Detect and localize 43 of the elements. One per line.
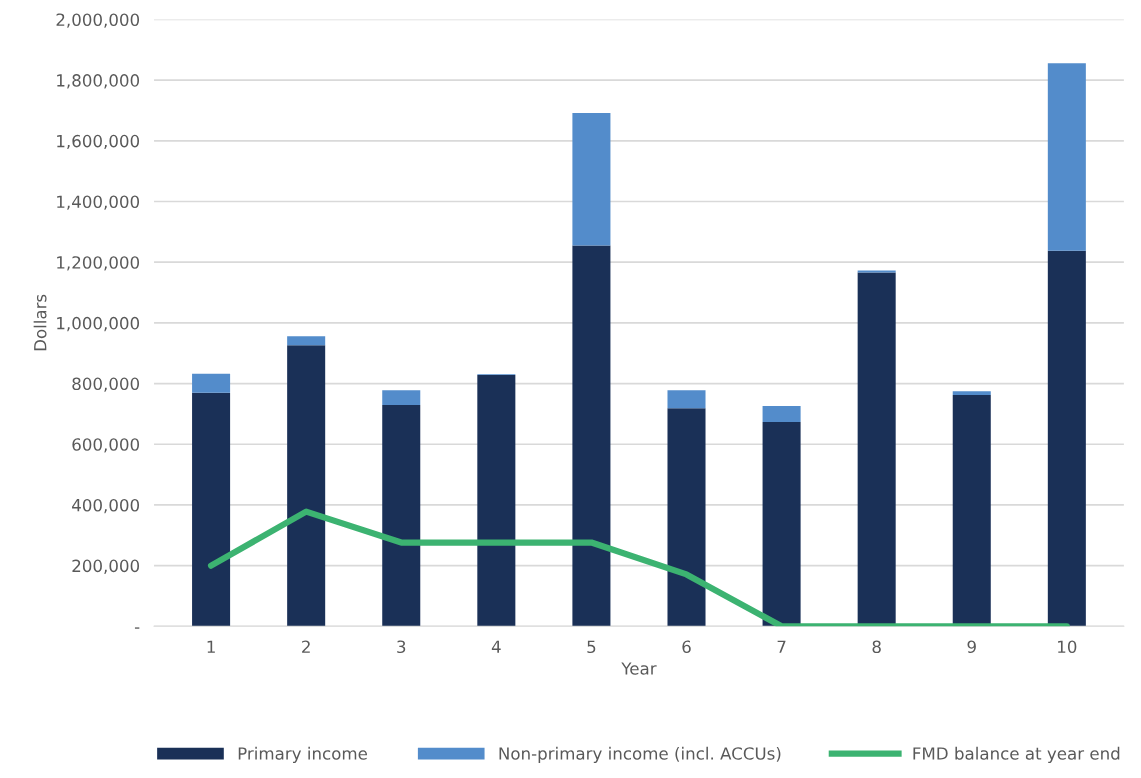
x-tick-label: 6	[682, 640, 691, 654]
bar	[477, 375, 516, 627]
y-tick-label: 1,400,000	[57, 195, 140, 210]
x-tick-label: 7	[777, 640, 786, 653]
y-tick-label: 1,000,000	[57, 316, 140, 332]
bar	[952, 391, 991, 396]
legend-label: FMD balance at year end	[913, 746, 1120, 763]
x-tick-label: 8	[872, 640, 881, 654]
bar	[382, 390, 421, 406]
legend-label: Primary income	[238, 746, 367, 763]
bar	[192, 392, 231, 627]
bar	[382, 405, 421, 627]
x-tick-label: 3	[397, 640, 406, 654]
y-tick-label: 400,000	[72, 498, 140, 514]
y-tick-label: 800,000	[72, 377, 140, 392]
bar	[287, 336, 326, 346]
y-tick-label: 1,200,000	[57, 256, 140, 271]
bar	[857, 270, 896, 273]
y-tick-label: -	[134, 627, 140, 629]
bar	[667, 408, 706, 627]
y-tick-label: 600,000	[72, 438, 140, 453]
bar	[1047, 63, 1086, 251]
bar	[1047, 250, 1086, 627]
x-tick-label: 4	[491, 640, 501, 653]
x-tick-label: 1	[207, 640, 215, 653]
bar	[572, 112, 611, 246]
y-axis-title: Dollars	[33, 294, 47, 351]
bar	[287, 345, 326, 627]
x-tick-label: 9	[967, 640, 976, 654]
y-tick-label: 1,800,000	[57, 74, 140, 89]
bar	[762, 422, 801, 627]
x-tick-label: 2	[302, 640, 310, 653]
bar	[192, 373, 231, 393]
y-tick-label: 1,600,000	[57, 134, 140, 150]
y-tick-label: 200,000	[72, 559, 140, 574]
bar	[572, 245, 611, 627]
x-tick-label: 10	[1058, 640, 1077, 654]
y-tick-label: 2,000,000	[56, 13, 140, 28]
bar	[762, 406, 801, 423]
x-tick-label: 5	[587, 640, 596, 654]
legend-label: Non-primary income (incl. ACCUs)	[499, 746, 781, 763]
bar	[667, 390, 706, 409]
x-axis-title: Year	[621, 662, 657, 675]
